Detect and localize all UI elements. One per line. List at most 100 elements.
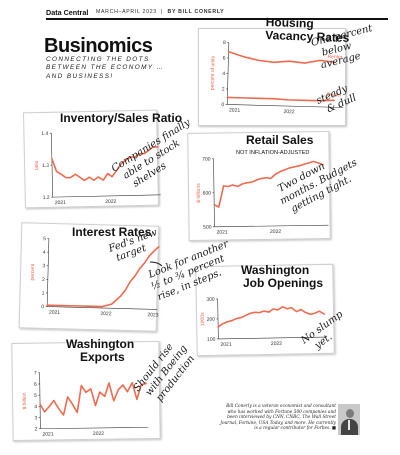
section-label: Data Central <box>46 8 89 17</box>
chart-exports: Washington Exports 2 3 4 5 6 7 2021 2022 $ billi… <box>22 337 149 438</box>
x-axis <box>47 306 158 310</box>
y-tick-label: 2 <box>42 277 45 283</box>
data-point <box>130 156 131 158</box>
x-tick-label: 2021 <box>42 432 53 438</box>
data-point <box>296 311 297 312</box>
data-point <box>305 312 306 313</box>
y-axis-label: $ billion <box>22 392 28 409</box>
y-axis <box>39 372 41 429</box>
y-tick-label: 700 <box>202 157 211 163</box>
data-point <box>288 99 289 101</box>
chart-jobs: Washington Job Openings 100 200 300 2021 202… <box>200 263 327 348</box>
issue-date: MARCH–APRIL 2023 <box>96 9 157 15</box>
data-point <box>314 312 316 314</box>
y-tick-label: 300 <box>206 297 215 303</box>
x-axis <box>40 426 149 430</box>
data-point <box>277 309 279 311</box>
data-point <box>265 177 267 179</box>
data-point <box>97 176 99 178</box>
x-tick-label: 2022 <box>283 109 294 115</box>
data-point <box>258 60 260 61</box>
data-point <box>107 173 108 174</box>
data-point <box>51 158 53 160</box>
chart-title-line2: Job Openings <box>243 276 323 290</box>
header-rule <box>46 18 388 20</box>
data-point <box>242 97 244 99</box>
data-point <box>46 304 48 306</box>
y-tick-label: 4 <box>43 250 46 256</box>
data-point <box>317 162 319 164</box>
data-point <box>223 185 224 187</box>
y-axis-label: percent <box>30 263 36 280</box>
x-tick-label: 2022 <box>93 431 104 437</box>
data-point <box>49 405 50 407</box>
plot-area: 2 3 4 5 6 7 2021 2022 $ billion <box>22 370 149 438</box>
series-label: Renter <box>327 54 342 60</box>
data-point <box>102 179 104 181</box>
series-line <box>226 96 335 102</box>
y-tick-label: 6 <box>34 382 37 388</box>
data-point <box>120 163 122 165</box>
data-point <box>322 164 324 166</box>
data-point <box>148 149 149 151</box>
data-point <box>251 181 253 183</box>
series-line <box>51 146 159 182</box>
data-point <box>148 255 150 257</box>
data-point <box>89 176 90 178</box>
plot-area: 1.2 1.3 1.4 2021 2022 ratio <box>34 131 161 206</box>
data-point <box>60 305 62 306</box>
x-tick-label: 2021 <box>220 342 231 348</box>
x-tick-label: 2021 <box>49 310 60 316</box>
x-axis <box>214 224 329 228</box>
chart-inventory: Inventory/Sales Ratio 1.2 1.3 1.4 2021 2022 r… <box>34 111 182 206</box>
data-point <box>58 407 59 409</box>
data-point <box>313 161 314 162</box>
data-point <box>259 312 260 313</box>
data-point <box>138 153 140 155</box>
data-point <box>80 385 82 386</box>
x-tick-label: 2022 <box>271 341 282 347</box>
data-point <box>231 320 233 322</box>
chart-title-line1: Washington <box>241 263 309 277</box>
data-point <box>289 167 290 169</box>
data-point <box>284 169 286 171</box>
x-axis <box>52 194 161 198</box>
card-vacancy <box>198 28 346 126</box>
data-point <box>245 315 247 316</box>
plot-area: 0 2 4 6 8 2021 2022 percent of units Renter Owner <box>210 40 344 115</box>
data-point <box>286 308 288 310</box>
data-point <box>300 309 302 310</box>
data-point <box>308 162 310 164</box>
y-tick-label: 0 <box>41 304 44 310</box>
data-point <box>323 313 325 315</box>
y-tick-label: 3 <box>34 415 37 421</box>
data-point <box>254 311 256 313</box>
data-point <box>333 99 335 101</box>
data-point <box>75 173 76 175</box>
series-line <box>217 306 326 328</box>
data-point <box>158 246 160 248</box>
chart-title-line1: Washington <box>66 337 134 351</box>
data-point <box>213 204 215 206</box>
data-point <box>237 186 239 187</box>
series-line <box>213 160 324 208</box>
data-point <box>125 160 126 161</box>
avatar <box>338 404 360 435</box>
y-tick-label: 0 <box>221 102 224 108</box>
data-point <box>101 306 103 307</box>
data-point <box>122 384 124 386</box>
data-point <box>218 206 220 208</box>
note-interest: Look for another ½ to ¾ percent rise, in… <box>146 238 231 303</box>
data-point <box>304 62 305 64</box>
data-point <box>298 165 300 167</box>
y-axis <box>51 133 53 198</box>
data-point <box>79 176 81 178</box>
data-point <box>134 156 136 158</box>
data-point <box>273 61 275 63</box>
data-point <box>318 100 320 102</box>
data-point <box>88 305 89 307</box>
note-interest-fed: Fed's new target <box>106 227 159 264</box>
y-tick-label: 6 <box>223 56 226 62</box>
data-point <box>129 281 131 282</box>
note-vacancy-owner: steady & dull <box>315 83 358 115</box>
